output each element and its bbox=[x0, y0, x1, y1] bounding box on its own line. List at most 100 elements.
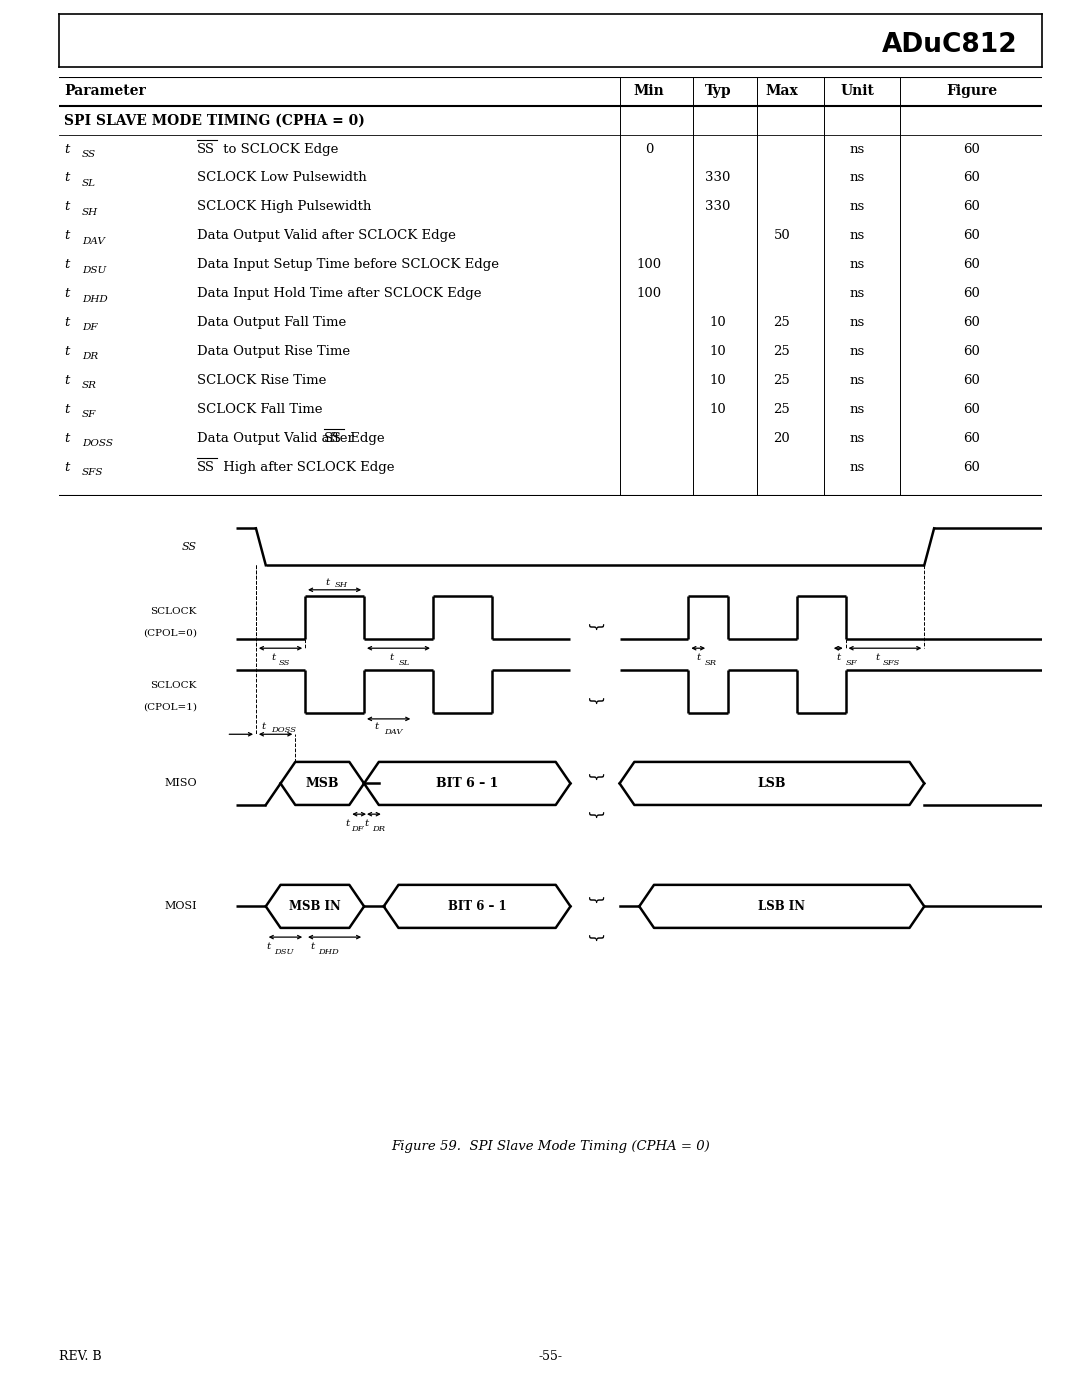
Text: {: { bbox=[588, 694, 603, 704]
Text: {: { bbox=[588, 807, 603, 817]
Text: 25: 25 bbox=[773, 402, 791, 416]
Text: SS: SS bbox=[324, 432, 342, 444]
Text: t: t bbox=[65, 345, 70, 358]
Text: SS: SS bbox=[183, 542, 197, 552]
Text: 60: 60 bbox=[963, 229, 980, 242]
Text: SCLOCK: SCLOCK bbox=[150, 680, 197, 690]
Text: t: t bbox=[65, 172, 70, 184]
Text: SFS: SFS bbox=[82, 468, 104, 476]
Text: t: t bbox=[697, 654, 700, 662]
Text: SFS: SFS bbox=[883, 659, 901, 668]
Text: ns: ns bbox=[850, 461, 865, 474]
Text: {: { bbox=[588, 620, 603, 630]
Text: t: t bbox=[65, 374, 70, 387]
Text: t: t bbox=[65, 461, 70, 474]
Text: ns: ns bbox=[850, 229, 865, 242]
Text: t: t bbox=[65, 258, 70, 271]
Text: 10: 10 bbox=[710, 402, 726, 416]
Text: BIT 6 – 1: BIT 6 – 1 bbox=[436, 777, 499, 789]
Text: SCLOCK: SCLOCK bbox=[150, 606, 197, 616]
Text: DSU: DSU bbox=[82, 265, 106, 275]
Text: SS: SS bbox=[197, 142, 215, 155]
Text: t: t bbox=[65, 316, 70, 330]
Text: Data Output Rise Time: Data Output Rise Time bbox=[197, 345, 350, 358]
Text: ns: ns bbox=[850, 142, 865, 155]
Text: REV. B: REV. B bbox=[59, 1350, 102, 1363]
Text: t: t bbox=[65, 229, 70, 242]
Text: Edge: Edge bbox=[346, 432, 384, 444]
Text: SL: SL bbox=[399, 659, 409, 668]
Text: LSB: LSB bbox=[758, 777, 786, 789]
Text: ns: ns bbox=[850, 316, 865, 330]
Text: Figure: Figure bbox=[946, 84, 997, 98]
Text: DR: DR bbox=[372, 826, 384, 833]
Text: Data Output Valid after: Data Output Valid after bbox=[197, 432, 359, 444]
Text: 60: 60 bbox=[963, 288, 980, 300]
Text: 60: 60 bbox=[963, 345, 980, 358]
Text: MOSI: MOSI bbox=[164, 901, 197, 911]
Text: SS: SS bbox=[82, 149, 96, 159]
Text: 60: 60 bbox=[963, 461, 980, 474]
Text: SCLOCK Low Pulsewidth: SCLOCK Low Pulsewidth bbox=[197, 172, 367, 184]
Text: ns: ns bbox=[850, 402, 865, 416]
Text: ns: ns bbox=[850, 345, 865, 358]
Text: t: t bbox=[65, 432, 70, 444]
Text: Data Input Hold Time after SCLOCK Edge: Data Input Hold Time after SCLOCK Edge bbox=[197, 288, 482, 300]
Text: DAV: DAV bbox=[383, 728, 402, 736]
Text: SH: SH bbox=[82, 208, 98, 217]
Text: 10: 10 bbox=[710, 345, 726, 358]
Text: MSB IN: MSB IN bbox=[289, 900, 341, 912]
Text: t: t bbox=[65, 402, 70, 416]
Text: SR: SR bbox=[82, 381, 97, 390]
Text: t: t bbox=[65, 288, 70, 300]
Text: Unit: Unit bbox=[840, 84, 875, 98]
Text: DAV: DAV bbox=[82, 236, 105, 246]
Text: t: t bbox=[271, 654, 275, 662]
Text: SCLOCK Fall Time: SCLOCK Fall Time bbox=[197, 402, 323, 416]
Text: Data Output Valid after SCLOCK Edge: Data Output Valid after SCLOCK Edge bbox=[197, 229, 456, 242]
Text: 25: 25 bbox=[773, 316, 791, 330]
Text: ns: ns bbox=[850, 258, 865, 271]
Text: SR: SR bbox=[705, 659, 717, 668]
Text: SS: SS bbox=[197, 461, 215, 474]
Text: High after SCLOCK Edge: High after SCLOCK Edge bbox=[218, 461, 394, 474]
Text: SCLOCK Rise Time: SCLOCK Rise Time bbox=[197, 374, 326, 387]
Text: t: t bbox=[365, 819, 369, 828]
Text: DF: DF bbox=[351, 826, 364, 833]
Text: LSB IN: LSB IN bbox=[758, 900, 806, 912]
Text: Figure 59.  SPI Slave Mode Timing (CPHA = 0): Figure 59. SPI Slave Mode Timing (CPHA =… bbox=[391, 1140, 711, 1154]
Text: Max: Max bbox=[766, 84, 798, 98]
Text: Min: Min bbox=[634, 84, 664, 98]
Text: 10: 10 bbox=[710, 374, 726, 387]
Text: Data Input Setup Time before SCLOCK Edge: Data Input Setup Time before SCLOCK Edge bbox=[197, 258, 499, 271]
Text: 50: 50 bbox=[773, 229, 791, 242]
Text: 60: 60 bbox=[963, 200, 980, 214]
Text: (CPOL=0): (CPOL=0) bbox=[143, 629, 197, 637]
Text: SCLOCK High Pulsewidth: SCLOCK High Pulsewidth bbox=[197, 200, 372, 214]
Text: 60: 60 bbox=[963, 374, 980, 387]
Text: 20: 20 bbox=[773, 432, 791, 444]
Text: ns: ns bbox=[850, 200, 865, 214]
Text: {: { bbox=[588, 894, 603, 904]
Text: SL: SL bbox=[82, 179, 96, 189]
Text: 100: 100 bbox=[636, 288, 662, 300]
Text: 60: 60 bbox=[963, 142, 980, 155]
Text: 60: 60 bbox=[963, 432, 980, 444]
Text: ns: ns bbox=[850, 288, 865, 300]
Text: MISO: MISO bbox=[164, 778, 197, 788]
Text: {: { bbox=[588, 930, 603, 940]
Text: t: t bbox=[267, 942, 271, 951]
Text: ns: ns bbox=[850, 374, 865, 387]
Text: SS: SS bbox=[279, 659, 289, 668]
Text: SH: SH bbox=[335, 581, 348, 590]
Text: SF: SF bbox=[82, 411, 96, 419]
Text: 60: 60 bbox=[963, 258, 980, 271]
Text: t: t bbox=[261, 722, 266, 731]
Text: t: t bbox=[311, 942, 315, 951]
Text: 330: 330 bbox=[705, 200, 730, 214]
Text: -55-: -55- bbox=[539, 1350, 563, 1363]
Text: t: t bbox=[65, 142, 70, 155]
Text: 25: 25 bbox=[773, 374, 791, 387]
Text: t: t bbox=[375, 722, 379, 731]
Text: t: t bbox=[65, 200, 70, 214]
